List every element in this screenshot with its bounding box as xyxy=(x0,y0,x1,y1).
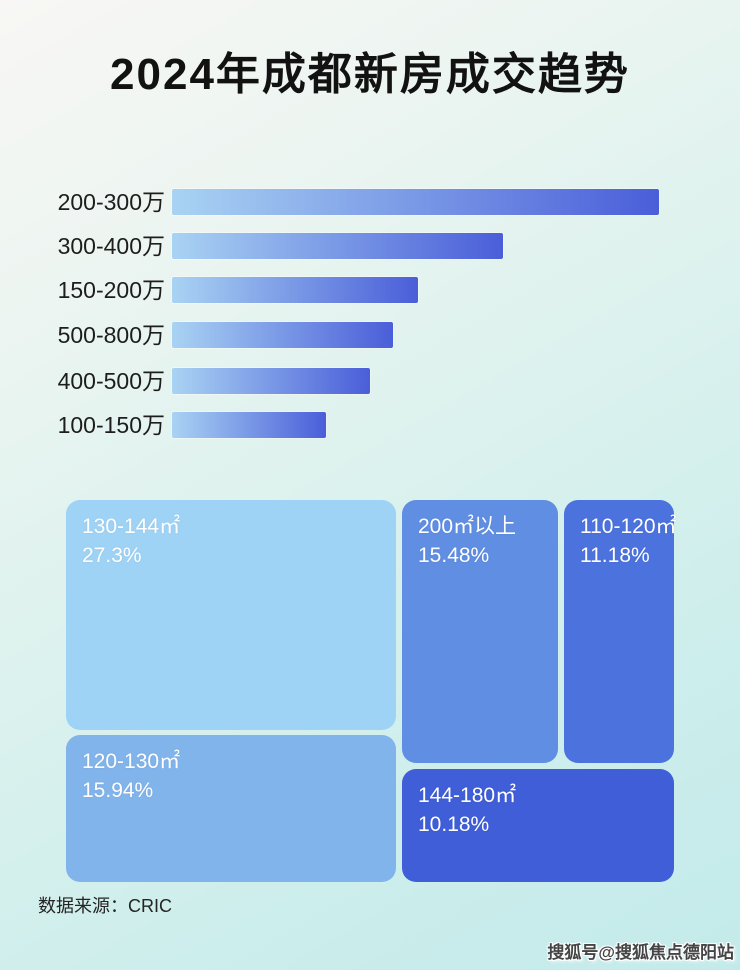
tile-percent-value: 10.18% xyxy=(418,813,490,836)
bar-row: 150-200万 xyxy=(0,277,740,303)
bar-category-label: 100-150万 xyxy=(57,412,165,438)
tile-area-range-label: 130-144㎡ xyxy=(82,515,181,538)
bar-category-label: 300-400万 xyxy=(57,233,165,259)
treemap-tile: 110-120㎡ 11.18% xyxy=(564,500,677,763)
bar xyxy=(172,277,418,303)
tile-area-range-label: 120-130㎡ xyxy=(82,750,181,773)
bar xyxy=(172,189,659,215)
bar xyxy=(172,368,370,394)
bar-row: 200-300万 xyxy=(0,189,740,215)
tile-area-range-label: 110-120㎡ xyxy=(580,515,677,538)
bar-category-label: 400-500万 xyxy=(57,368,165,394)
bar-category-label: 500-800万 xyxy=(57,322,165,348)
tile-percent-value: 11.18% xyxy=(580,544,650,567)
treemap-tile: 120-130㎡ 15.94% xyxy=(66,735,396,882)
bar xyxy=(172,322,393,348)
bar-category-label: 200-300万 xyxy=(57,189,165,215)
bar xyxy=(172,412,326,438)
treemap-tile: 200㎡以上 15.48% xyxy=(402,500,558,763)
tile-percent-value: 15.94% xyxy=(82,779,154,802)
treemap-tile: 130-144㎡ 27.3% xyxy=(66,500,396,730)
page-title: 2024年成都新房成交趋势 xyxy=(110,50,630,99)
tile-percent-value: 27.3% xyxy=(82,544,142,567)
treemap-tile: 144-180㎡ 10.18% xyxy=(402,769,674,882)
bar-row: 100-150万 xyxy=(0,412,740,438)
bar-category-label: 150-200万 xyxy=(57,277,165,303)
tile-area-range-label: 200㎡以上 xyxy=(418,515,517,538)
bar-row: 500-800万 xyxy=(0,322,740,348)
bar-row: 400-500万 xyxy=(0,368,740,394)
bar-row: 300-400万 xyxy=(0,233,740,259)
tile-area-range-label: 144-180㎡ xyxy=(418,784,517,807)
watermark: 搜狐号@搜狐焦点德阳站 xyxy=(547,943,734,962)
bar xyxy=(172,233,503,259)
tile-percent-value: 15.48% xyxy=(418,544,490,567)
data-source-note: 数据来源：CRIC xyxy=(38,896,172,916)
